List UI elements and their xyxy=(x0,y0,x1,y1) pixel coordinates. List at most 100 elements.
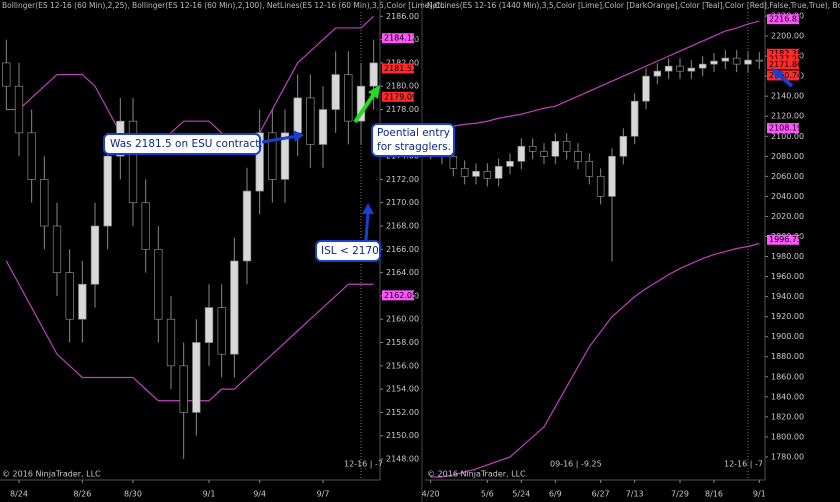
y-tick-label: 2180.00 xyxy=(386,82,419,91)
x-tick-label: 6/27 xyxy=(592,490,610,499)
y-tick-label: 2164.00 xyxy=(386,268,419,277)
price-tag-label: 2181.52 xyxy=(384,64,417,73)
price-tag xyxy=(767,234,799,245)
y-tick-label: 2168.00 xyxy=(386,222,419,231)
contract-label: 09-16 | -9.25 xyxy=(550,460,602,469)
candle-body xyxy=(642,75,650,102)
candle-body xyxy=(14,85,24,134)
footer: © 2016 NinjaTrader, LLC xyxy=(2,470,101,479)
candle-body xyxy=(356,85,366,122)
price-tag-label: 1996.75 xyxy=(769,235,802,244)
y-tick-label: 2148.00 xyxy=(386,455,419,464)
y-tick-label: 2020.00 xyxy=(771,212,804,221)
candle-body xyxy=(506,160,514,167)
y-tick-label: 1980.00 xyxy=(771,252,804,261)
x-tick-label: 8/24 xyxy=(10,490,28,499)
price-tag-label: 2171.86 xyxy=(769,60,802,69)
candle-body xyxy=(141,202,150,250)
callout-text: Poential entry xyxy=(377,127,450,139)
y-tick-label: 2150.00 xyxy=(386,431,419,440)
candle-body xyxy=(732,57,741,65)
x-tick-label: 4/20 xyxy=(422,490,440,499)
price-tag xyxy=(382,33,414,44)
callout-isl: ISL < 2170. xyxy=(315,203,382,262)
callout-box xyxy=(103,133,261,155)
y-tick-label: 1880.00 xyxy=(771,352,804,361)
candle-body xyxy=(653,70,662,77)
candle-body xyxy=(517,145,526,162)
price-tag-label: 2184.12 xyxy=(384,34,417,43)
green-arrow xyxy=(353,85,380,124)
y-tick-label: 2040.00 xyxy=(771,192,804,201)
y-tick-label: 2120.00 xyxy=(771,112,804,121)
y-tick-label: 2166.00 xyxy=(386,245,419,254)
y-tick-label: 2156.00 xyxy=(386,361,419,370)
candle-body xyxy=(280,132,290,180)
callout-text: ISL < 2170. xyxy=(321,245,382,257)
y-tick-label: 2186.00 xyxy=(386,12,419,21)
candle-body xyxy=(596,176,605,197)
y-tick-label: 2060.00 xyxy=(771,172,804,181)
y-tick-label: 2158.00 xyxy=(386,338,419,347)
x-tick-label: 9/4 xyxy=(253,490,266,499)
callout-entry: Poential entry for stragglers. xyxy=(371,123,455,157)
candle-body xyxy=(192,342,201,413)
blue-arrow-right xyxy=(772,68,794,88)
candle-body xyxy=(204,307,214,343)
candle-body xyxy=(344,74,353,122)
candle-body xyxy=(562,140,571,152)
candle-body xyxy=(154,248,163,320)
arrow xyxy=(776,72,794,88)
x-tick-label: 8/30 xyxy=(124,490,142,499)
y-tick-label: 2172.00 xyxy=(386,175,419,184)
price-tag xyxy=(767,59,799,70)
candle-body xyxy=(268,132,277,180)
y-tick-label: 2152.00 xyxy=(386,408,419,417)
candle-body xyxy=(242,190,252,262)
candle-body xyxy=(128,120,138,204)
candle-body xyxy=(306,97,315,145)
price-tag xyxy=(767,14,799,25)
candle-body xyxy=(52,225,62,273)
x-tick-label: 9/7 xyxy=(317,490,330,499)
chart-header: NetLines(ES 12-16 (1440 Min),3,5,Color [… xyxy=(427,1,840,10)
y-tick-label: 1800.00 xyxy=(771,432,804,441)
candle-body xyxy=(494,165,503,179)
candle-body xyxy=(721,57,730,62)
candle-body xyxy=(608,155,616,197)
arrow-head xyxy=(368,85,380,99)
price-tag xyxy=(767,123,799,134)
candle-body xyxy=(65,272,74,320)
callout-box xyxy=(371,123,455,157)
price-tag-label: 2177.25 xyxy=(769,54,802,63)
candle-body xyxy=(540,150,548,157)
contract-label: 12-16 | -7 xyxy=(344,460,383,469)
arrow xyxy=(364,211,370,241)
price-tag-label: 2216.83 xyxy=(769,15,802,24)
x-tick-label: 9/1 xyxy=(753,490,766,499)
y-tick-label: 1860.00 xyxy=(771,372,804,381)
y-tick-label: 1920.00 xyxy=(771,312,804,321)
price-tag-label: 2162.05 xyxy=(384,291,417,300)
price-tag-label: 2108.19 xyxy=(769,124,802,133)
x-tick-label: 7/29 xyxy=(671,490,689,499)
y-tick-label: 1940.00 xyxy=(771,292,804,301)
candle-body xyxy=(27,132,36,180)
y-tick-label: 1960.00 xyxy=(771,272,804,281)
y-tick-label: 2160.00 xyxy=(386,315,419,324)
arrow xyxy=(261,134,299,144)
y-tick-label: 2100.00 xyxy=(771,132,804,141)
candle-body xyxy=(293,97,302,134)
candle-body xyxy=(630,100,639,137)
candle-body xyxy=(744,59,752,65)
candle-body xyxy=(676,65,684,72)
x-tick-label: 5/6 xyxy=(481,490,494,499)
y-tick-label: 2140.00 xyxy=(771,92,804,101)
candle-body xyxy=(318,109,328,145)
y-tick-label: 1780.00 xyxy=(771,452,804,461)
callout-box xyxy=(315,240,381,262)
arrow-head xyxy=(362,203,374,214)
